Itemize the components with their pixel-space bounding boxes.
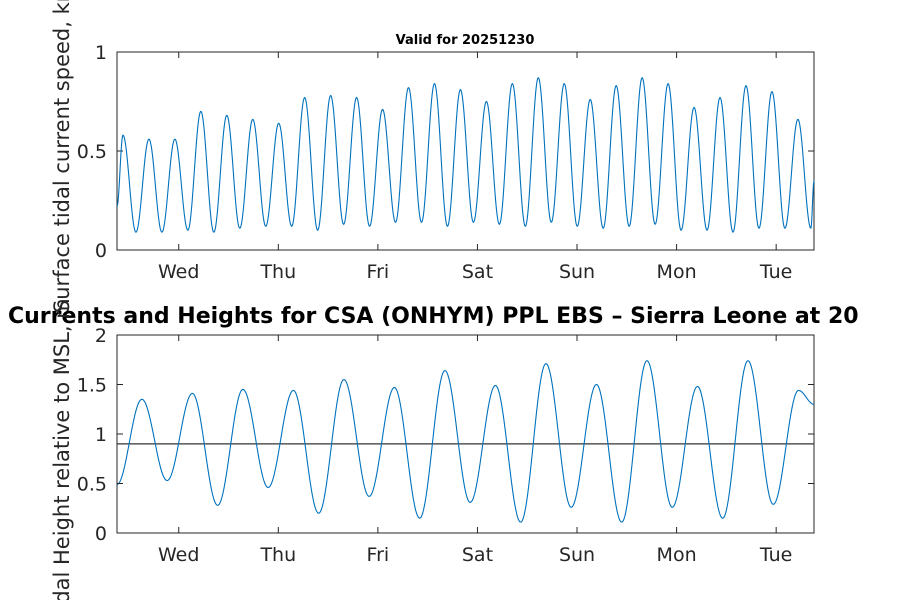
x-tick-label: Thu xyxy=(259,544,296,566)
y-tick-label: 1 xyxy=(95,424,107,446)
y-tick-label: 0.5 xyxy=(77,141,107,163)
current-speed-line xyxy=(116,76,815,233)
current-speed-x-ticks: Wed Thu Fri Sat Sun Mon Tue xyxy=(158,52,792,283)
x-tick-label: Thu xyxy=(259,261,296,283)
tidal-height-chart: 0 0.5 1 1.5 2 Wed Thu Fri Sat Sun Mon Tue Currents… xyxy=(8,298,859,600)
current-speed-chart-title: Valid for 20251230 xyxy=(396,33,535,48)
x-tick-label: Fri xyxy=(367,261,390,283)
current-speed-y-ticks: 00.51 xyxy=(77,42,814,262)
y-tick-label: 1.5 xyxy=(77,375,107,397)
tidal-height-line xyxy=(116,360,815,523)
x-tick-label: Sun xyxy=(559,261,595,283)
x-tick-label: Tue xyxy=(759,544,792,566)
current-speed-y-axis-label: Surface tidal current speed, kn xyxy=(50,0,74,313)
current-speed-chart: Valid for 20251230 Surface tidal current… xyxy=(50,0,815,313)
tidal-height-y-ticks: 0 0.5 1 1.5 2 xyxy=(77,325,814,545)
tidal-height-x-ticks: Wed Thu Fri Sat Sun Mon Tue xyxy=(158,335,792,566)
x-tick-label: Mon xyxy=(657,544,697,566)
x-tick-label: Sun xyxy=(559,544,595,566)
x-tick-label: Tue xyxy=(759,261,792,283)
y-tick-label: 0 xyxy=(95,240,107,262)
x-tick-label: Mon xyxy=(657,261,697,283)
tidal-height-plot-area xyxy=(116,334,815,534)
x-tick-label: Sat xyxy=(462,261,493,283)
y-tick-label: 2 xyxy=(95,325,107,347)
tidal-height-chart-title: Currents and Heights for CSA (ONHYM) PPL… xyxy=(8,304,859,329)
tidal-height-y-axis-label: Tidal Height relative to MSL, m xyxy=(50,298,74,600)
y-tick-label: 0.5 xyxy=(77,474,107,496)
x-tick-label: Wed xyxy=(158,544,199,566)
y-tick-label: 0 xyxy=(95,523,107,545)
current-speed-plot-area xyxy=(116,51,815,251)
y-tick-label: 1 xyxy=(95,42,107,64)
x-tick-label: Fri xyxy=(367,544,390,566)
x-tick-label: Wed xyxy=(158,261,199,283)
x-tick-label: Sat xyxy=(462,544,493,566)
